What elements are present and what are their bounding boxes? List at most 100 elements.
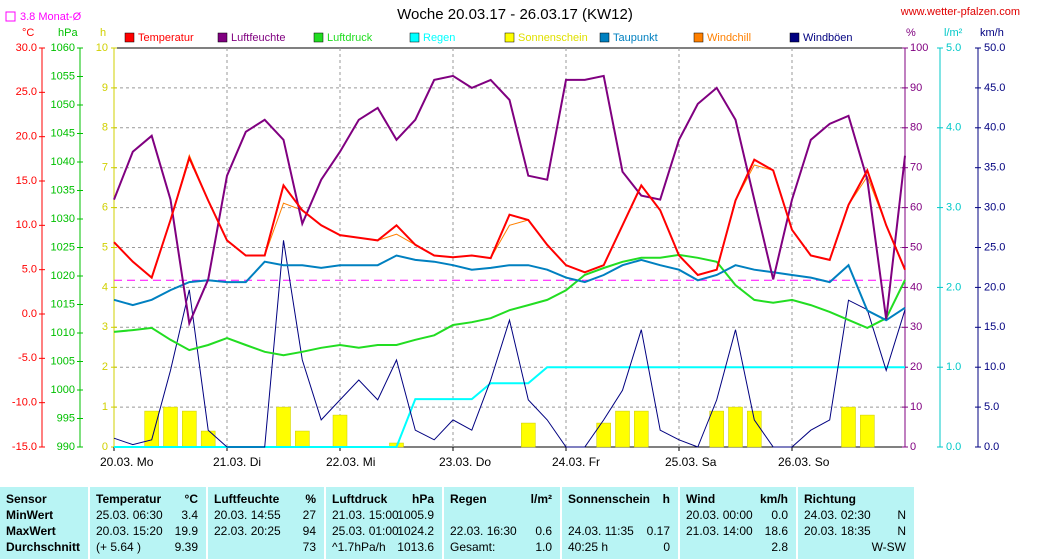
row-label: MinWert <box>6 508 54 522</box>
legend-swatch <box>504 32 515 43</box>
y-tick-label: 25.0 <box>984 241 1005 253</box>
cell-time: ^1.7hPa/h <box>332 540 386 554</box>
table-column <box>208 487 324 559</box>
y-tick-label: 0.0 <box>22 308 37 320</box>
cell-value: 0 <box>663 540 670 554</box>
row-label: MaxWert <box>6 524 56 538</box>
y-tick-label: 8 <box>102 122 108 134</box>
y-tick-label: -10.0 <box>12 397 37 409</box>
x-tick-label: 21.03. Di <box>213 455 261 469</box>
table-header: Regen <box>450 492 487 506</box>
axis-unit: km/h <box>980 27 1004 39</box>
x-tick-label: 22.03. Mi <box>326 455 375 469</box>
cell-value: 3.4 <box>181 508 198 522</box>
cell-value: 27 <box>302 508 316 522</box>
sunshine-bar <box>332 414 348 448</box>
y-tick-label: 5.0 <box>22 264 37 276</box>
axis-unit: % <box>906 27 916 39</box>
y-tick-label: 4.0 <box>946 122 961 134</box>
axis-unit: °C <box>22 27 34 39</box>
table-unit: hPa <box>411 492 434 506</box>
y-tick-label: 40 <box>910 281 922 293</box>
legend-swatch <box>693 32 704 43</box>
y-tick-label: 1000 <box>51 384 75 396</box>
legend-swatch <box>124 32 135 43</box>
cell-value: 1024.2 <box>397 524 434 538</box>
series-line <box>113 155 906 280</box>
y-tick-label: 1035 <box>51 184 75 196</box>
y-tick-label: 9 <box>102 82 108 94</box>
y-tick-label: 30.0 <box>16 42 37 54</box>
reference-label: 3.8 Monat-Ø <box>20 11 82 23</box>
cell-value: W-SW <box>871 540 906 554</box>
axis-unit: l/m² <box>944 27 963 39</box>
reference-icon <box>5 11 16 22</box>
table-header: Sonnenschein <box>568 492 651 506</box>
sunshine-bar <box>163 406 178 448</box>
table-column <box>90 487 206 559</box>
y-tick-label: 1005 <box>51 355 75 367</box>
y-tick-label: 10.0 <box>16 219 37 231</box>
cell-value: 19.9 <box>174 524 198 538</box>
legend-swatch <box>409 32 420 43</box>
legend-swatch <box>599 32 610 43</box>
y-tick-label: 4 <box>102 281 108 293</box>
legend-label: Sonnenschein <box>518 32 588 44</box>
sunshine-bar <box>634 410 649 448</box>
y-tick-label: 20 <box>910 361 922 373</box>
y-tick-label: 15.0 <box>984 321 1005 333</box>
cell-time: 20.03. 15:20 <box>96 524 163 538</box>
sunshine-bar <box>747 410 762 448</box>
y-tick-label: -15.0 <box>12 441 37 453</box>
y-tick-label: 7 <box>102 162 108 174</box>
cell-time: 20.03. 18:35 <box>804 524 871 538</box>
y-tick-label: 10.0 <box>984 361 1005 373</box>
legend-label: Windchill <box>707 32 751 44</box>
legend-label: Taupunkt <box>613 32 658 44</box>
y-tick-label: 25.0 <box>16 86 37 98</box>
sunshine-bar <box>728 406 743 448</box>
axis-unit: hPa <box>58 27 78 39</box>
x-tick-label: 25.03. Sa <box>665 455 717 469</box>
table-column <box>326 487 442 559</box>
table-header: Wind <box>686 492 716 506</box>
y-tick-label: -5.0 <box>18 352 37 364</box>
cell-value: 1.0 <box>535 540 552 554</box>
legend-label: Regen <box>423 32 455 44</box>
cell-value: 2.8 <box>771 540 788 554</box>
legend-swatch <box>789 32 800 43</box>
y-tick-label: 20.0 <box>16 131 37 143</box>
y-tick-label: 15.0 <box>16 175 37 187</box>
table-header: Luftfeuchte <box>214 492 280 506</box>
sunshine-bar <box>295 430 310 448</box>
table-unit: h <box>662 492 670 506</box>
legend-label: Temperatur <box>138 32 194 44</box>
y-tick-label: 50 <box>910 241 922 253</box>
y-tick-label: 0.0 <box>984 441 999 453</box>
y-tick-label: 0 <box>102 441 108 453</box>
x-tick-label: 26.03. So <box>778 455 830 469</box>
chart-title: Woche 20.03.17 - 26.03.17 (KW12) <box>397 6 633 23</box>
cell-value: 94 <box>302 524 316 538</box>
source: www.wetter-pfalzen.com <box>900 6 1020 18</box>
sunshine-bar <box>596 422 611 448</box>
y-tick-label: 10 <box>96 42 108 54</box>
y-tick-label: 30.0 <box>984 202 1005 214</box>
legend-swatch <box>313 32 324 43</box>
sunshine-bar <box>615 410 630 448</box>
series-line <box>113 254 906 322</box>
cell-value: 73 <box>302 540 316 554</box>
cell-time: 40:25 h <box>568 540 609 554</box>
y-tick-label: 3 <box>102 321 108 333</box>
legend-label: Luftfeuchte <box>231 32 285 44</box>
y-tick-label: 1025 <box>51 241 75 253</box>
y-tick-label: 45.0 <box>984 82 1005 94</box>
table-unit: km/h <box>759 492 788 506</box>
y-tick-label: 990 <box>57 441 75 453</box>
row-label: Durchschnitt <box>6 540 81 554</box>
y-tick-label: 1010 <box>51 327 75 339</box>
cell-time: (+ 5.64 ) <box>96 540 142 554</box>
stats-table: Sensor Temperatur °C Luftfeuchte% Luftdruck h… <box>0 487 1058 559</box>
sunshine-bar <box>182 410 197 448</box>
